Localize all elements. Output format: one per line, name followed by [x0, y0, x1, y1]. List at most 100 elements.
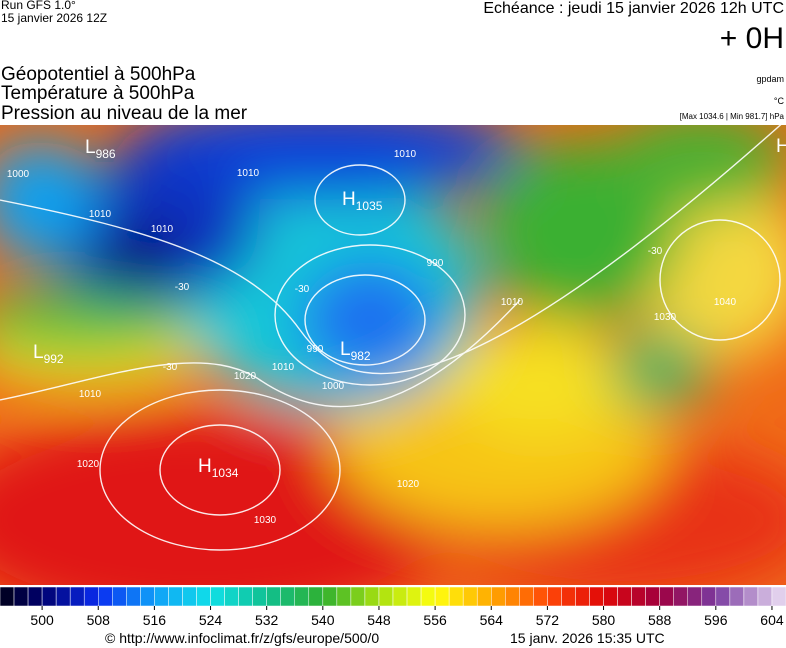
colorbar-swatch [645, 586, 660, 607]
colorbar-swatch [701, 586, 717, 607]
colorbar-swatch [154, 586, 169, 607]
colorbar-swatch [561, 586, 576, 607]
colorbar-swatch [336, 586, 352, 607]
center-letter: L [85, 137, 96, 158]
center-letter: L [33, 342, 44, 363]
colorbar-swatch [126, 586, 141, 607]
colorbar-swatch [729, 586, 745, 607]
colorbar-swatch [196, 586, 211, 607]
colorbar-swatch [743, 586, 759, 607]
colorbar-label: 548 [367, 612, 391, 628]
unit: gpdam [756, 74, 784, 84]
colorbar-swatch [83, 586, 99, 607]
colorbar-swatch [322, 586, 338, 607]
colorbar-label: 516 [143, 612, 167, 628]
field-name: Pression au niveau de la mer [1, 103, 248, 124]
contour-label: 990 [427, 258, 444, 269]
colorbar-swatch [519, 586, 534, 607]
contour-label: 1030 [254, 515, 277, 526]
center-letter: H [198, 456, 212, 477]
field [0, 125, 786, 585]
colorbar-swatch [505, 586, 520, 607]
colorbar-swatch [350, 586, 366, 607]
colorbar-swatch [252, 586, 267, 607]
contour-label: 1010 [394, 149, 417, 160]
center-letter: H [776, 136, 786, 157]
colorbar-swatch [687, 586, 703, 607]
colorbar-label: 524 [199, 612, 223, 628]
contour-label: 1040 [714, 297, 737, 308]
colorbar-swatch [448, 586, 464, 607]
colorbar-swatch [280, 586, 296, 607]
contour-label: 1020 [397, 479, 420, 490]
colorbar-swatch [462, 586, 478, 607]
colorbar-swatch [757, 586, 773, 607]
colorbar-label: 588 [648, 612, 672, 628]
colorbar-swatch [420, 586, 436, 607]
center-value: 1035 [356, 199, 383, 213]
center-value: 982 [351, 349, 371, 363]
colorbar-swatch [41, 586, 57, 607]
center-letter: L [340, 339, 351, 360]
colorbar-swatch [659, 586, 674, 607]
footer-url: © http://www.infoclimat.fr/z/gfs/europe/… [105, 630, 379, 646]
colorbar-label: 508 [87, 612, 111, 628]
colorbar-swatch [715, 586, 731, 607]
contour-label: 1010 [79, 389, 102, 400]
colorbar-label: 540 [311, 612, 335, 628]
footer-date: 15 janv. 2026 15:35 UTC [510, 630, 665, 646]
colorbar-swatch [533, 586, 548, 607]
colorbar-swatch [98, 586, 113, 607]
colorbar-swatch [547, 586, 562, 607]
colorbar-swatch [13, 586, 29, 607]
colorbar-swatch [575, 586, 590, 607]
colorbar-swatch [294, 586, 310, 607]
center-value: 1034 [212, 466, 239, 480]
colorbar-swatch [0, 586, 15, 607]
colorbar-swatch [617, 586, 632, 607]
colorbar-swatch [392, 586, 408, 607]
colorbar-swatch [406, 586, 422, 607]
colorbar-label: 604 [760, 612, 784, 628]
colorbar-swatch [378, 586, 394, 607]
colorbar-swatch [55, 586, 71, 607]
colorbar-swatch [266, 586, 281, 607]
pressure-center: L986 [85, 137, 116, 161]
contour-label: 1030 [654, 312, 677, 323]
colorbar-swatch [434, 586, 450, 607]
colorbar-swatch [589, 586, 604, 607]
colorbar-swatch [182, 586, 197, 607]
colorbar-swatch [168, 586, 183, 607]
colorbar-swatch [224, 586, 239, 607]
colorbar-label: 564 [480, 612, 504, 628]
colorbar-swatch [673, 586, 689, 607]
contour-label: -30 [163, 362, 178, 373]
colorbar-swatch [27, 586, 43, 607]
colorbar-swatch [308, 586, 324, 607]
colorbar-swatch [69, 586, 85, 607]
contour-label: 1020 [234, 371, 257, 382]
colorbar-swatch [491, 586, 506, 607]
field-name: Température à 500hPa [1, 83, 195, 104]
contour-label: 1010 [237, 168, 260, 179]
colorbar-swatch [476, 586, 492, 607]
contour-label: 1010 [272, 362, 295, 373]
center-value: 992 [44, 352, 64, 366]
colorbar-swatch [210, 586, 225, 607]
colorbar-label: 556 [423, 612, 447, 628]
contour-label: 1000 [322, 381, 345, 392]
pressure-center: L992 [33, 342, 64, 366]
colorbar: 500 508 516 524 532 540 548 556 564 572 580 588 596 6… [0, 586, 786, 628]
colorbar-swatch [631, 586, 646, 607]
pressure-center: L982 [340, 339, 371, 363]
run: Run GFS 1.0° [1, 0, 76, 12]
colorbar-label: 580 [592, 612, 616, 628]
colorbar-label: 500 [30, 612, 54, 628]
colorbar-swatch [364, 586, 380, 607]
pressure-center: H [776, 136, 786, 157]
contour-label: 1020 [77, 459, 100, 470]
colorbar-label: 596 [704, 612, 728, 628]
field-name: Géopotentiel à 500hPa [1, 64, 196, 85]
